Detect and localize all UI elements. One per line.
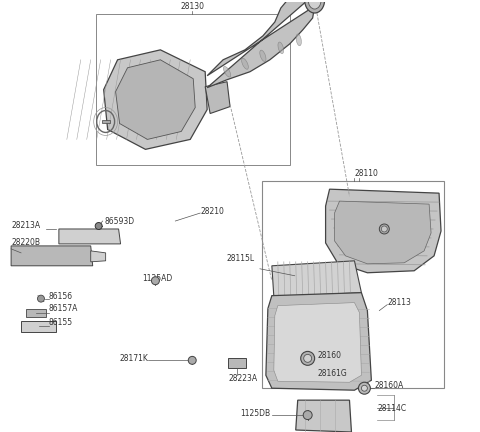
Circle shape xyxy=(359,382,371,394)
Bar xyxy=(21,321,56,333)
Polygon shape xyxy=(296,400,351,432)
Polygon shape xyxy=(59,229,120,244)
Ellipse shape xyxy=(296,34,301,46)
Text: 1125AD: 1125AD xyxy=(143,274,173,283)
Polygon shape xyxy=(274,303,361,382)
Bar xyxy=(228,359,246,368)
Bar xyxy=(262,181,444,388)
Circle shape xyxy=(151,277,159,285)
Ellipse shape xyxy=(305,0,324,13)
Polygon shape xyxy=(104,50,207,149)
Circle shape xyxy=(188,356,196,364)
Circle shape xyxy=(300,351,315,365)
Bar xyxy=(102,120,109,124)
Ellipse shape xyxy=(241,58,248,69)
Circle shape xyxy=(361,385,367,391)
Polygon shape xyxy=(205,82,230,114)
Circle shape xyxy=(95,222,102,229)
Text: 86156: 86156 xyxy=(49,292,73,301)
Text: 86593D: 86593D xyxy=(105,216,135,226)
Circle shape xyxy=(37,295,45,302)
Polygon shape xyxy=(11,246,93,266)
Text: 28115L: 28115L xyxy=(226,254,254,264)
Text: 28113: 28113 xyxy=(387,298,411,307)
Polygon shape xyxy=(207,0,315,88)
Text: 28130: 28130 xyxy=(180,2,204,11)
Text: 86155: 86155 xyxy=(49,318,73,327)
Polygon shape xyxy=(91,251,106,262)
Circle shape xyxy=(379,224,389,234)
Text: 28171K: 28171K xyxy=(120,354,148,363)
Polygon shape xyxy=(272,261,361,297)
Text: 28220B: 28220B xyxy=(11,238,40,248)
Ellipse shape xyxy=(260,50,266,61)
Circle shape xyxy=(381,226,387,232)
Polygon shape xyxy=(116,60,195,140)
Ellipse shape xyxy=(291,372,309,379)
Polygon shape xyxy=(335,201,431,264)
Polygon shape xyxy=(266,292,372,390)
Ellipse shape xyxy=(223,67,231,77)
Text: 28160: 28160 xyxy=(318,351,342,360)
Bar xyxy=(96,14,290,165)
Circle shape xyxy=(303,410,312,419)
Text: 86157A: 86157A xyxy=(49,304,78,313)
Text: 28110: 28110 xyxy=(354,169,378,178)
Text: 28210: 28210 xyxy=(200,206,224,216)
Text: 28223A: 28223A xyxy=(228,374,257,383)
Bar xyxy=(26,308,46,317)
Text: 28160A: 28160A xyxy=(374,381,404,390)
Circle shape xyxy=(304,354,312,362)
Polygon shape xyxy=(325,189,441,273)
Ellipse shape xyxy=(308,0,321,9)
Text: 28161G: 28161G xyxy=(318,369,348,378)
Text: 28114C: 28114C xyxy=(377,403,407,413)
Ellipse shape xyxy=(278,42,284,54)
Text: 1125DB: 1125DB xyxy=(240,409,270,418)
Text: 28213A: 28213A xyxy=(11,222,40,231)
